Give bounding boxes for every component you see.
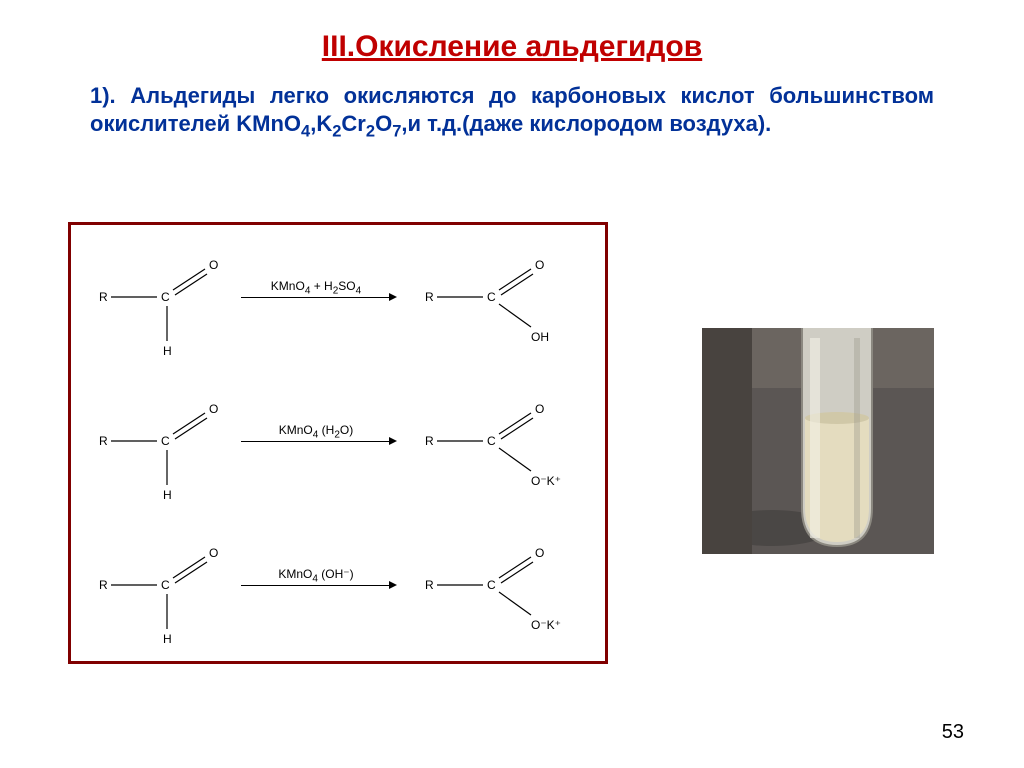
sub3: 2	[366, 122, 375, 140]
reagent-label: KMnO4 (OH⁻)	[251, 567, 381, 584]
svg-text:O⁻K⁺: O⁻K⁺	[531, 618, 561, 632]
reaction-row: R C O H KMnO4 (H2O) R C O O⁻K⁺	[71, 387, 605, 507]
reaction-scheme-box: R C O H KMnO4 + H2SO4 R C O OH R C O H K…	[68, 222, 608, 664]
sub4: 7	[392, 122, 401, 140]
svg-text:R: R	[99, 578, 108, 592]
svg-text:R: R	[99, 434, 108, 448]
reagent-label: KMnO4 (H2O)	[251, 423, 381, 440]
svg-text:C: C	[161, 290, 170, 304]
svg-text:H: H	[163, 344, 172, 358]
aldehyde-structure: R C O H	[93, 393, 233, 503]
svg-text:O: O	[209, 402, 218, 416]
reactant-aldehyde: R C O H	[93, 393, 233, 508]
product-acid: R C O OH	[419, 249, 579, 364]
svg-text:C: C	[161, 578, 170, 592]
product-acid: R C O O⁻K⁺	[419, 537, 579, 652]
svg-text:OH: OH	[531, 330, 549, 344]
acid-structure: R C O O⁻K⁺	[419, 393, 579, 503]
reaction-arrow	[241, 441, 391, 442]
svg-text:R: R	[99, 290, 108, 304]
svg-text:R: R	[425, 290, 434, 304]
svg-text:O: O	[209, 258, 218, 272]
svg-text:O: O	[535, 546, 544, 560]
svg-text:C: C	[161, 434, 170, 448]
aldehyde-structure: R C O H	[93, 537, 233, 647]
svg-text:R: R	[425, 434, 434, 448]
arrow-head-icon	[389, 437, 397, 445]
acid-structure: R C O O⁻K⁺	[419, 537, 579, 647]
sub1: 4	[301, 122, 310, 140]
test-tube-photo	[702, 328, 934, 554]
reaction-row: R C O H KMnO4 + H2SO4 R C O OH	[71, 243, 605, 363]
svg-text:O: O	[209, 546, 218, 560]
svg-text:C: C	[487, 434, 496, 448]
svg-text:O: O	[535, 258, 544, 272]
reactant-aldehyde: R C O H	[93, 249, 233, 364]
reaction-row: R C O H KMnO4 (OH⁻) R C O O⁻K⁺	[71, 531, 605, 651]
reactant-aldehyde: R C O H	[93, 537, 233, 652]
page-title: III.Окисление альдегидов	[0, 0, 1024, 64]
para-mid2: Cr	[341, 111, 365, 136]
para-mid3: O	[375, 111, 392, 136]
svg-text:C: C	[487, 290, 496, 304]
reaction-arrow	[241, 585, 391, 586]
svg-text:O⁻K⁺: O⁻K⁺	[531, 474, 561, 488]
acid-structure: R C O OH	[419, 249, 579, 359]
svg-text:C: C	[487, 578, 496, 592]
product-acid: R C O O⁻K⁺	[419, 393, 579, 508]
page-number: 53	[942, 721, 964, 744]
aldehyde-structure: R C O H	[93, 249, 233, 359]
arrow-head-icon	[389, 293, 397, 301]
svg-text:O: O	[535, 402, 544, 416]
svg-text:H: H	[163, 632, 172, 646]
reagent-label: KMnO4 + H2SO4	[251, 279, 381, 296]
svg-text:R: R	[425, 578, 434, 592]
arrow-head-icon	[389, 581, 397, 589]
para-suffix: ,и т.д.(даже кислородом воздуха).	[401, 111, 771, 136]
svg-text:H: H	[163, 488, 172, 502]
reaction-arrow	[241, 297, 391, 298]
intro-paragraph: 1). Альдегиды легко окисляются до карбон…	[0, 64, 1024, 142]
para-mid1: ,K	[310, 111, 332, 136]
